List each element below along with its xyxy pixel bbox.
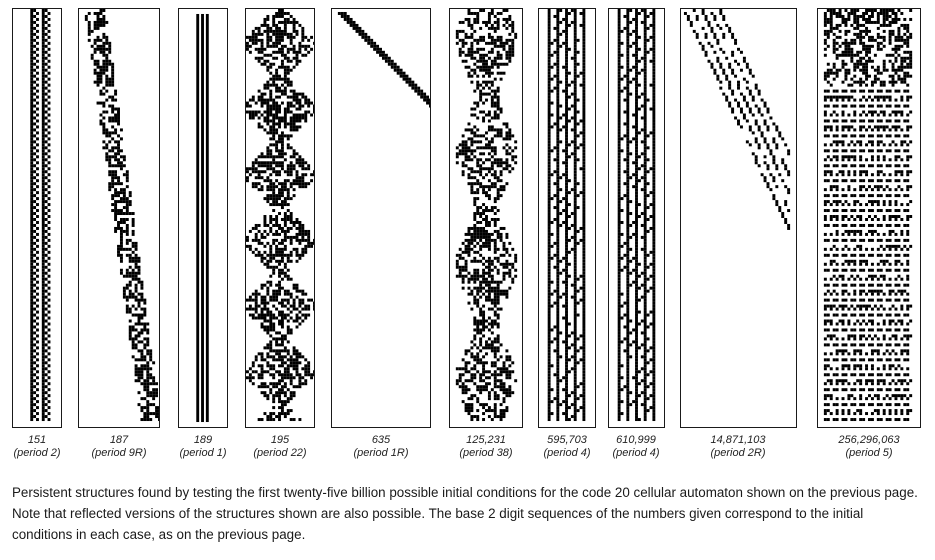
- structure-panel-14871103: [680, 8, 797, 428]
- structure-panel-151: [12, 8, 62, 428]
- automaton-pattern-189: [179, 9, 227, 427]
- structure-panel-635: [331, 8, 431, 428]
- automaton-pattern-14871103: [681, 9, 796, 427]
- automaton-pattern-635: [332, 9, 430, 427]
- automaton-pattern-125231: [450, 9, 522, 427]
- structure-number: 635: [321, 434, 441, 447]
- automaton-pattern-610999: [609, 9, 664, 427]
- automaton-pattern-151: [13, 9, 61, 427]
- structure-panel-195: [245, 8, 315, 428]
- structure-panel-125231: [449, 8, 523, 428]
- automaton-pattern-256296063: [818, 9, 920, 427]
- structure-label-635: 635 (period 1R): [321, 434, 441, 460]
- structure-panel-595703: [538, 8, 596, 428]
- structure-period: (period 1R): [321, 447, 441, 460]
- structure-period: (period 5): [809, 447, 929, 460]
- structure-panel-189: [178, 8, 228, 428]
- structure-period: (period 2R): [678, 447, 798, 460]
- automaton-pattern-595703: [539, 9, 595, 427]
- structure-panel-187: [78, 8, 160, 428]
- structure-label-14871103: 14,871,103 (period 2R): [678, 434, 798, 460]
- structure-number: 14,871,103: [678, 434, 798, 447]
- structure-number: 256,296,063: [809, 434, 929, 447]
- automaton-pattern-187: [79, 9, 159, 427]
- structure-panel-610999: [608, 8, 665, 428]
- structure-panel-256296063: [817, 8, 921, 428]
- structure-label-256296063: 256,296,063 (period 5): [809, 434, 929, 460]
- figure-caption: Persistent structures found by testing t…: [12, 482, 927, 545]
- automaton-pattern-195: [246, 9, 314, 427]
